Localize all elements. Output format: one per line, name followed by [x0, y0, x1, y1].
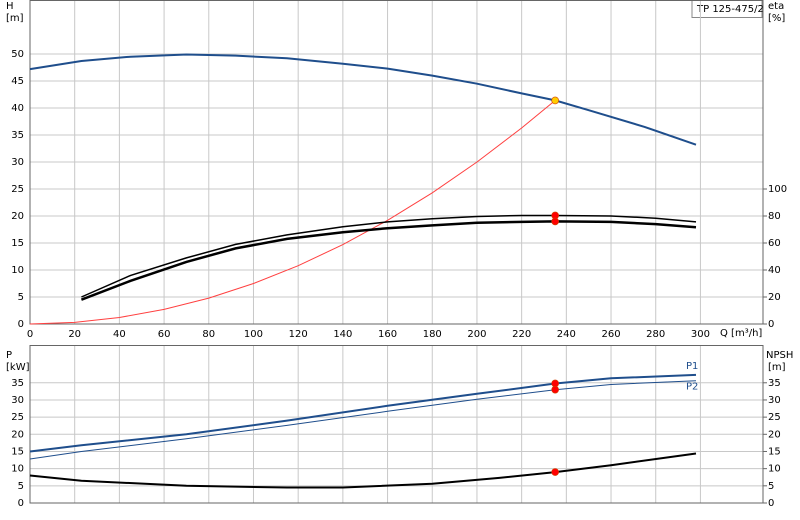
x-tick-label: 40 [113, 329, 126, 340]
y-tick-label: 25 [11, 184, 24, 195]
x-label: Q [m³/h] [720, 328, 762, 339]
x-tick-label: 280 [646, 329, 665, 340]
legend-text: TP 125-475/2 [696, 4, 764, 15]
y-tick-label: 15 [11, 446, 24, 457]
y-tick-label: 45 [11, 76, 24, 87]
y-tick-label: 5 [18, 292, 24, 303]
curve [81, 214, 697, 298]
y-tick-label: 10 [11, 464, 24, 475]
curve [29, 452, 697, 489]
series-label: P1 [686, 361, 698, 372]
x-tick-label: 260 [601, 329, 620, 340]
y2-tick-label: 100 [768, 184, 787, 195]
duty-point [551, 385, 559, 394]
x-tick-label: 220 [512, 329, 531, 340]
y2-tick-label: 20 [768, 292, 781, 303]
curve [80, 220, 697, 301]
y-unit: [kW] [6, 362, 30, 373]
x-tick-label: 100 [244, 329, 263, 340]
x-tick-label: 200 [467, 329, 486, 340]
y2-tick-label: 0 [768, 319, 774, 330]
y-tick-label: 0 [18, 498, 24, 509]
x-tick-label: 60 [158, 329, 171, 340]
y-tick-label: 15 [11, 238, 24, 249]
y-tick-label: 30 [11, 395, 24, 406]
x-tick-label: 140 [333, 329, 352, 340]
plot-frame [29, 0, 764, 325]
x-tick-label: 20 [68, 329, 81, 340]
y-tick-label: 0 [18, 319, 24, 330]
curve [29, 380, 697, 460]
y2-tick-label: 20 [768, 429, 781, 440]
y-label: H [6, 1, 14, 12]
curve [29, 100, 556, 325]
y-label: P [6, 350, 12, 361]
x-tick-label: 80 [202, 329, 215, 340]
x-tick-label: 120 [289, 329, 308, 340]
y-tick-label: 35 [11, 130, 24, 141]
y-tick-label: 20 [11, 429, 24, 440]
x-tick-label: 240 [557, 329, 576, 340]
y2-tick-label: 25 [768, 412, 781, 423]
y-tick-label: 35 [11, 378, 24, 389]
y2-tick-label: 15 [768, 446, 781, 457]
x-tick-label: 0 [27, 329, 33, 340]
x-tick-label: 180 [423, 329, 442, 340]
y-unit: [m] [6, 13, 24, 24]
y-tick-label: 30 [11, 157, 24, 168]
y-tick-label: 25 [11, 412, 24, 423]
y2-label: eta [768, 1, 784, 12]
duty-point [551, 468, 559, 476]
y-tick-label: 40 [11, 103, 24, 114]
y2-unit: [%] [768, 13, 785, 24]
y2-unit: [m] [768, 362, 786, 373]
duty-point [551, 217, 559, 226]
series-label: P2 [686, 382, 698, 393]
y2-tick-label: 0 [768, 498, 774, 509]
y-tick-label: 10 [11, 265, 24, 276]
y2-label: NPSH [766, 350, 793, 361]
curve [29, 373, 697, 453]
x-tick-label: 160 [378, 329, 397, 340]
y-tick-label: 50 [11, 49, 24, 60]
y2-tick-label: 10 [768, 464, 781, 475]
y2-tick-label: 80 [768, 211, 781, 222]
y2-tick-label: 5 [768, 481, 774, 492]
plot-frame [29, 345, 764, 504]
y2-tick-label: 30 [768, 395, 781, 406]
y2-tick-label: 60 [768, 238, 781, 249]
y-tick-label: 5 [18, 481, 24, 492]
y2-tick-label: 35 [768, 378, 781, 389]
x-tick-label: 300 [691, 329, 710, 340]
y-tick-label: 20 [11, 211, 24, 222]
curve [29, 53, 697, 146]
duty-point [551, 96, 559, 105]
y2-tick-label: 40 [768, 265, 781, 276]
